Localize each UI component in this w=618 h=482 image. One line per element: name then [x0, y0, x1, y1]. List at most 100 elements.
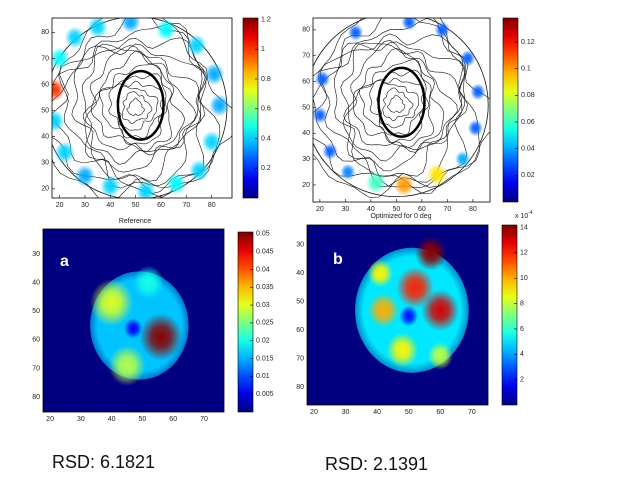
colorbar-tick-label: 8 — [520, 300, 524, 307]
colorbar-tick-label: 0.005 — [256, 391, 274, 398]
colorbar-tick-label: 0.02 — [521, 172, 535, 179]
colorbar — [237, 231, 254, 413]
x-tick-label: 50 — [139, 416, 147, 423]
y-tick-label: 30 — [302, 156, 310, 163]
heat-blob — [186, 34, 207, 57]
rsd-caption: RSD: 2.1391 — [325, 454, 428, 474]
x-tick-label: 30 — [81, 202, 89, 209]
heat-blob — [188, 159, 210, 182]
colorbar-tick-label: 1 — [261, 46, 265, 53]
axes-frame — [306, 224, 489, 406]
colorbar-tick-label: 0.05 — [256, 231, 270, 238]
heat-blob — [415, 236, 447, 271]
x-tick-label: 50 — [393, 206, 401, 213]
heat-blob — [393, 173, 415, 197]
heat-blob — [365, 171, 387, 194]
heat-blob — [108, 345, 146, 386]
x-tick-label: 70 — [444, 206, 452, 213]
heat-blob — [64, 26, 85, 49]
contour-line — [84, 45, 197, 165]
x-tick-label: 40 — [373, 409, 381, 416]
y-tick-label: 30 — [32, 251, 40, 258]
heat-blob — [399, 305, 419, 327]
x-tick-label: 60 — [436, 409, 444, 416]
colorbar-tick-label: 4 — [520, 351, 524, 358]
heat-blob — [470, 83, 486, 101]
contour-line — [99, 73, 168, 145]
colorbar-tick-label: 0.035 — [256, 284, 274, 291]
x-tick-label: 20 — [56, 202, 64, 209]
colorbar — [242, 17, 259, 199]
heat-blob — [120, 18, 141, 34]
heat-blob — [52, 78, 65, 101]
axes-frame — [42, 228, 225, 413]
heat-blob — [367, 292, 400, 328]
y-tick-label: 40 — [41, 134, 49, 141]
x-tick-label: 40 — [367, 206, 375, 213]
heat-blob — [367, 259, 393, 288]
colorbar-exponent: x 10-4 — [515, 210, 533, 220]
rsd-caption: RSD: 6.1821 — [52, 452, 155, 472]
contour-line — [82, 43, 200, 173]
x-tick-label: 40 — [106, 202, 114, 209]
colorbar-tick-label: 0.4 — [261, 135, 271, 142]
contour-line — [83, 50, 185, 156]
heat-blob — [135, 180, 156, 198]
colorbar-tick-label: 6 — [520, 326, 524, 333]
heat-blob — [204, 62, 225, 86]
panel-title: Reference — [119, 218, 151, 225]
heat-blob — [87, 18, 108, 39]
colorbar-tick-label: 1.2 — [261, 16, 271, 23]
heat-blob — [52, 109, 65, 133]
y-tick-label: 80 — [296, 384, 304, 391]
heat-blob — [209, 94, 230, 117]
heat-blob — [386, 332, 419, 368]
x-tick-label: 70 — [468, 409, 476, 416]
domain-boundary — [313, 18, 489, 198]
contour-line — [382, 87, 414, 122]
y-tick-label: 60 — [302, 78, 310, 85]
x-tick-label: 80 — [469, 206, 477, 213]
contour-line — [126, 97, 145, 116]
colorbar-tick-label: 0.6 — [261, 106, 271, 113]
y-tick-label: 80 — [302, 27, 310, 34]
x-tick-label: 30 — [341, 206, 349, 213]
heat-blob — [54, 141, 75, 164]
heat-blob — [166, 172, 187, 195]
x-tick-label: 60 — [418, 206, 426, 213]
target-outline — [116, 69, 165, 141]
y-tick-label: 80 — [41, 29, 49, 36]
colorbar-tick-label: 0.04 — [256, 266, 270, 273]
y-tick-label: 70 — [296, 355, 304, 362]
x-tick-label: 30 — [342, 409, 350, 416]
heat-blob — [434, 21, 450, 39]
x-tick-label: 30 — [77, 416, 85, 423]
y-tick-label: 40 — [296, 270, 304, 277]
heat-blob — [123, 318, 143, 339]
contour-line — [340, 42, 462, 172]
contour-line — [71, 43, 206, 182]
heat-blob — [322, 142, 338, 160]
y-tick-label: 50 — [41, 107, 49, 114]
colorbar-tick-label: 0.02 — [256, 338, 270, 345]
heat-blob — [340, 163, 356, 181]
heat-blob — [313, 106, 328, 124]
y-tick-label: 70 — [32, 365, 40, 372]
colorbar-tick-label: 0.06 — [521, 119, 535, 126]
x-tick-label: 60 — [169, 416, 177, 423]
heat-blob — [90, 278, 134, 327]
exponent-power: -4 — [528, 210, 533, 216]
panel-title: Optimized for 0 deg — [370, 213, 431, 220]
heat-blob — [74, 164, 96, 187]
x-tick-label: 20 — [46, 416, 54, 423]
colorbar-tick-label: 0.2 — [261, 165, 271, 172]
colorbar-tick-label: 2 — [520, 376, 524, 383]
x-tick-label: 50 — [405, 409, 413, 416]
heat-blob — [455, 150, 471, 168]
y-tick-label: 20 — [41, 186, 49, 193]
plot-area — [52, 18, 232, 198]
heat-blob — [314, 70, 331, 88]
heat-blob — [427, 163, 448, 186]
x-tick-label: 70 — [182, 202, 190, 209]
